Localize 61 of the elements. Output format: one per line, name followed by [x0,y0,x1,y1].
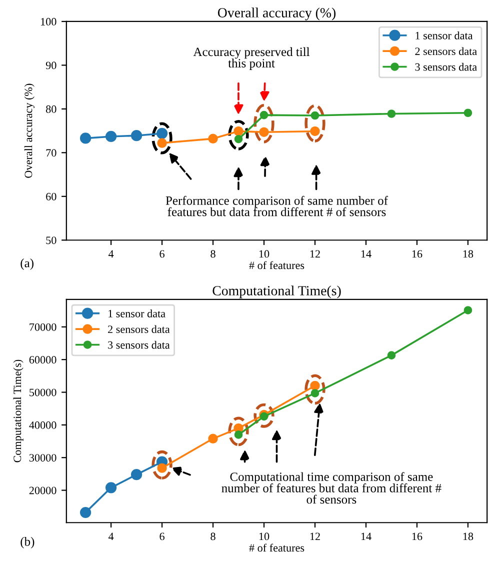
point [208,434,218,444]
legend-label: 1 sensor data [416,32,473,40]
x-tick-label: 6 [160,250,164,258]
y-tick-label: 100 [41,18,56,26]
x-tick-label: 10 [259,250,270,258]
point [130,469,142,480]
y-axis-title: Overall accuracy (%) [24,84,34,178]
point [260,110,268,120]
annotation: Computational time comparison of same number of features but data from different # of sensors [222,472,442,504]
chart-title: Overall accuracy (%) [218,8,336,20]
point [310,111,320,120]
annotation: Performance comparison of same number of features but data from different # of sensors [166,196,388,216]
x-tick-label: 18 [463,250,474,258]
y-axis-title: Computational Time(s) [13,360,24,462]
x-tick-label: 8 [210,532,216,540]
y-tick-label: 80 [46,105,56,113]
annotation: Accuracy preserved till this point [193,47,310,70]
x-tick-label: 6 [160,532,164,540]
y-tick-label: 50 [46,236,56,244]
point [130,130,142,142]
point [80,506,92,518]
point [105,130,117,142]
x-tick-label: 12 [310,250,320,258]
y-tick-label: 30000 [29,454,56,462]
y-tick-label: 90 [46,62,56,70]
point [387,110,396,118]
legend-label: 3 sensors data [415,62,477,71]
y-tick-label: 50000 [30,388,56,396]
x-tick-label: 4 [108,250,114,258]
x-tick-label: 18 [463,532,474,540]
point [387,351,396,360]
point [208,134,218,144]
point [464,306,472,314]
y-tick-label: 40000 [29,421,56,429]
x-tick-label: 4 [108,532,114,540]
text: (a) [20,258,34,270]
x-tick-label: 14 [361,532,372,540]
y-tick-label: 60000 [29,356,56,364]
x-tick-label: 10 [259,532,270,540]
legend-label: 2 sensors data [415,47,477,56]
x-tick-label: 16 [412,532,422,540]
y-tick-label: 70000 [30,323,56,331]
y-tick-label: 60 [46,192,56,200]
legend-label: 3 sensors data [108,340,170,349]
point [464,108,472,118]
text: (b) [20,537,34,548]
x-axis-title: # of features [249,544,304,552]
chart-title: Computational Time(s) [212,286,341,298]
x-tick-label: 8 [210,250,216,258]
x-tick-label: 12 [310,532,320,540]
legend-label: 1 sensor data [108,310,166,318]
y-tick-label: 20000 [29,486,56,494]
x-tick-label: 16 [412,250,422,258]
point [105,482,117,494]
legend-label: 2 sensors data [108,325,170,334]
point [310,126,320,136]
x-tick-label: 14 [361,250,372,258]
x-axis-title: # of features [249,261,304,270]
point [259,127,269,137]
point [80,132,92,144]
y-tick-label: 70 [46,149,56,157]
